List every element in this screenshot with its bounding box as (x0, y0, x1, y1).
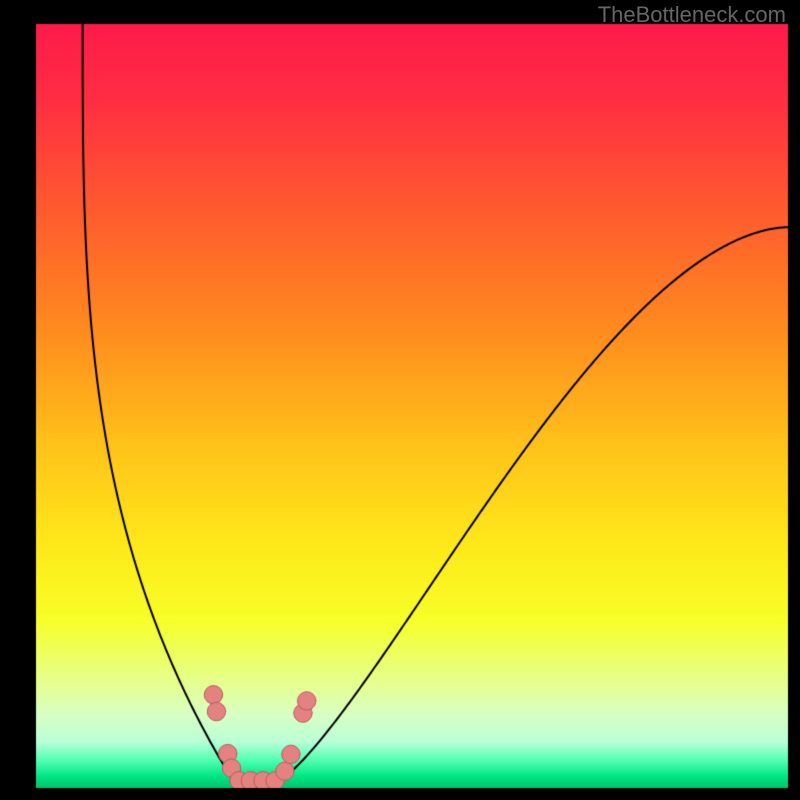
chart-stage: TheBottleneck.com (0, 0, 800, 800)
bottleneck-chart-canvas (0, 0, 800, 800)
